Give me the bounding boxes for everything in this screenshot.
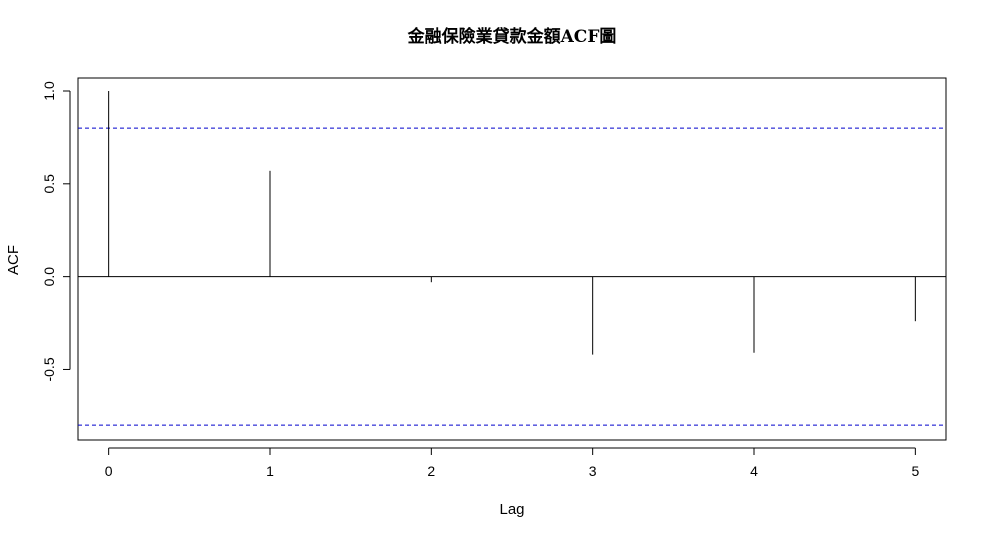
y-tick-label: -0.5 xyxy=(41,357,57,381)
y-tick-label: 1.0 xyxy=(41,81,57,101)
x-axis-label: Lag xyxy=(499,501,524,518)
y-tick-label: 0.5 xyxy=(41,174,57,194)
y-axis: -0.5 0.0 0.5 1.0 xyxy=(41,81,71,382)
y-tick-label: 0.0 xyxy=(41,267,57,287)
x-tick-label: 2 xyxy=(427,463,435,479)
chart-marks xyxy=(78,90,946,426)
plot-frame xyxy=(77,77,947,441)
chart-title: 金融保險業貸款金額ACF圖 xyxy=(407,26,617,47)
x-axis: 0 1 2 3 4 5 xyxy=(105,447,919,479)
x-tick-label: 1 xyxy=(266,463,274,479)
x-tick-label: 0 xyxy=(105,463,113,479)
x-tick-label: 5 xyxy=(911,463,919,479)
y-axis-label: ACF xyxy=(5,245,22,275)
x-tick-label: 3 xyxy=(589,463,597,479)
x-tick-label: 4 xyxy=(750,463,758,479)
